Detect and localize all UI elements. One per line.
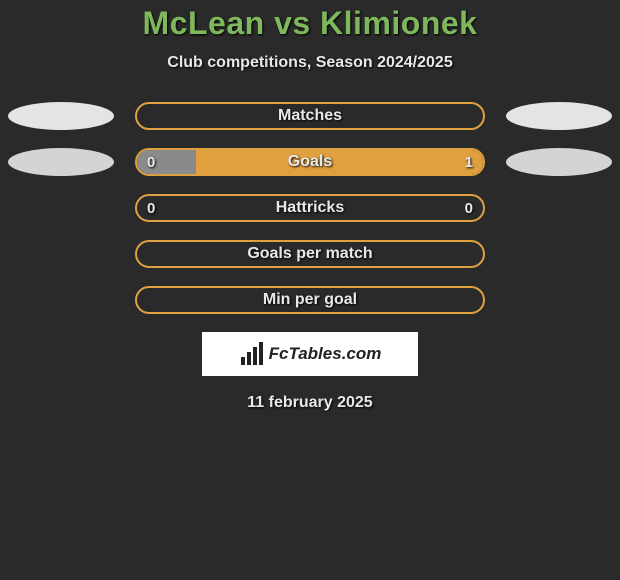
stat-row-gpm: Goals per match	[0, 240, 620, 268]
gpm-bar: Goals per match	[135, 240, 485, 268]
stat-row-hattricks: 0 Hattricks 0	[0, 194, 620, 222]
goals-label: Goals	[288, 153, 332, 171]
goals-left-value: 0	[147, 154, 155, 171]
hattricks-left-value: 0	[147, 200, 155, 217]
left-ellipse-icon	[8, 148, 114, 176]
hattricks-label: Hattricks	[276, 199, 344, 217]
right-ellipse-icon	[506, 102, 612, 130]
stat-row-matches: Matches	[0, 102, 620, 130]
goals-bar: 0 Goals 1	[135, 148, 485, 176]
comparison-widget: McLean vs Klimionek Club competitions, S…	[0, 0, 620, 412]
bars-icon	[239, 341, 265, 367]
gpm-label: Goals per match	[247, 245, 372, 263]
goals-fill-left	[137, 150, 196, 174]
brand-box[interactable]: FcTables.com	[202, 332, 418, 376]
right-ellipse-icon	[506, 148, 612, 176]
matches-label: Matches	[278, 107, 342, 125]
hattricks-right-value: 0	[465, 200, 473, 217]
hattricks-bar: 0 Hattricks 0	[135, 194, 485, 222]
page-subtitle: Club competitions, Season 2024/2025	[167, 54, 452, 72]
stats-area: Matches 0 Goals 1 0 Hattricks 0	[0, 102, 620, 314]
left-ellipse-icon	[8, 102, 114, 130]
matches-bar: Matches	[135, 102, 485, 130]
mpg-label: Min per goal	[263, 291, 357, 309]
stat-row-goals: 0 Goals 1	[0, 148, 620, 176]
brand-text: FcTables.com	[269, 344, 382, 364]
goals-fill-right	[196, 150, 483, 174]
goals-right-value: 1	[465, 154, 473, 171]
stat-row-mpg: Min per goal	[0, 286, 620, 314]
mpg-bar: Min per goal	[135, 286, 485, 314]
page-title: McLean vs Klimionek	[143, 5, 478, 42]
date-text: 11 february 2025	[247, 394, 372, 412]
